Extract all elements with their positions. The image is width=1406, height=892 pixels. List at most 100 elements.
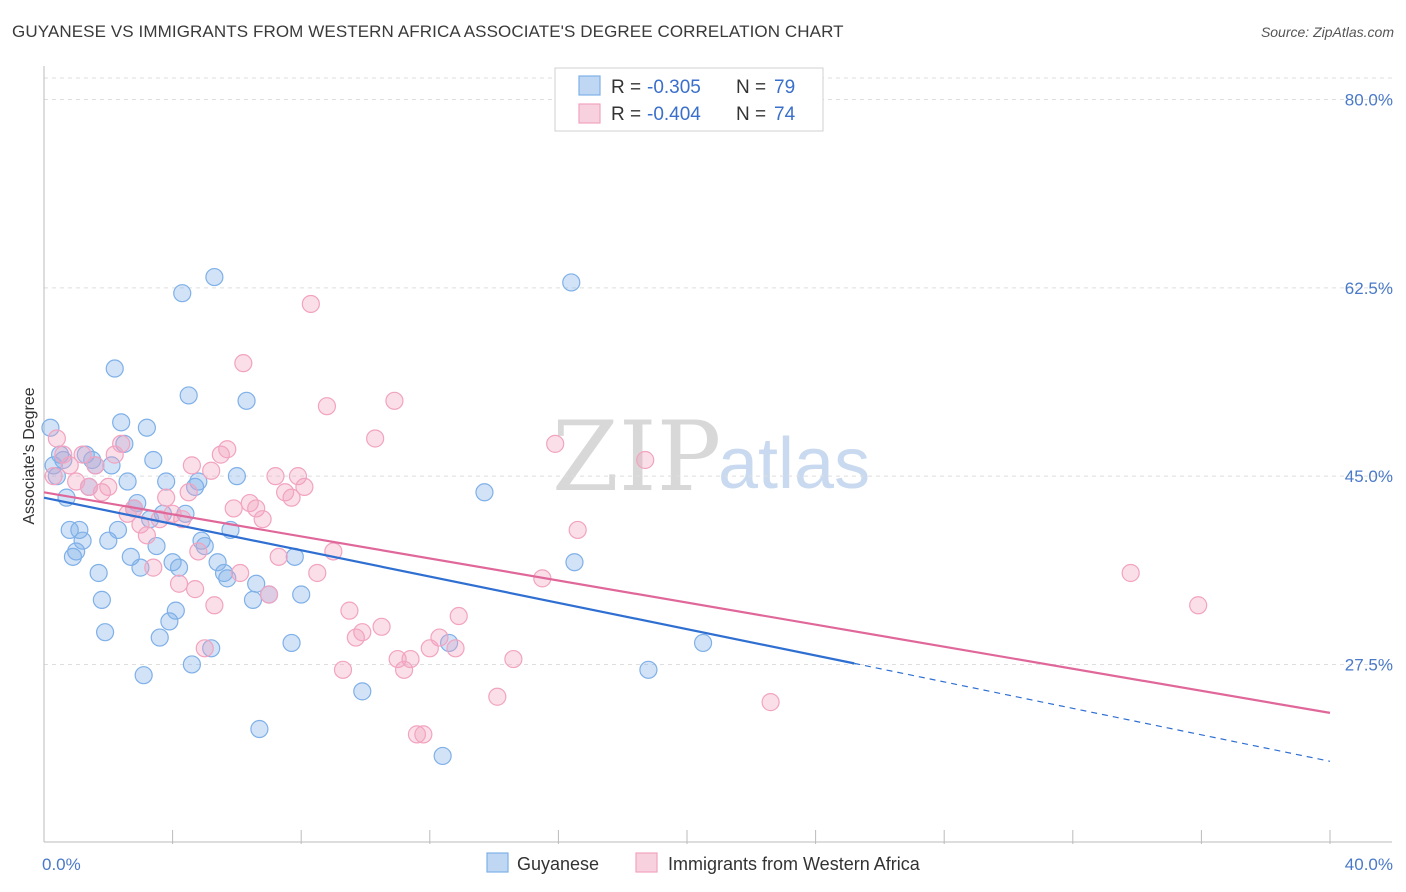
guyanese-point <box>292 585 311 604</box>
western-africa-point <box>137 526 156 545</box>
western-africa-trend-line <box>43 491 1331 714</box>
western-africa-point <box>636 450 655 470</box>
guyanese-point <box>282 633 301 653</box>
legend-swatch-western-africa <box>578 103 601 124</box>
y-tick-label: 45.0% <box>1345 467 1393 486</box>
western-africa-point <box>144 558 163 577</box>
guyanese-point <box>102 456 121 475</box>
x-tick-labels: 0.0% 40.0% <box>42 855 1393 874</box>
western-africa-point <box>259 585 279 604</box>
western-africa-point <box>546 434 565 453</box>
western-africa-point <box>112 434 131 453</box>
guyanese-point <box>565 553 584 572</box>
guyanese-point <box>237 391 256 410</box>
western-africa-point <box>385 391 404 410</box>
guyanese-trend-line <box>43 496 855 665</box>
western-africa-point <box>169 574 189 593</box>
western-africa-point <box>568 520 587 540</box>
guyanese-point <box>144 450 163 470</box>
western-africa-point <box>231 563 250 583</box>
legend-n-label-1: N = <box>736 77 766 98</box>
western-africa-point <box>195 639 214 658</box>
watermark-zip: ZIP <box>552 401 721 513</box>
western-africa-point <box>282 488 301 507</box>
western-africa-point <box>99 477 118 497</box>
x-tick-label: 0.0% <box>42 855 81 874</box>
western-africa-point <box>44 467 63 486</box>
guyanese-point <box>108 520 128 540</box>
western-africa-point <box>86 456 105 475</box>
guyanese-point <box>131 558 150 577</box>
source-label: Source: ZipAtlas.com <box>1260 24 1394 40</box>
western-africa-point <box>202 461 221 480</box>
guyanese-point <box>137 418 156 437</box>
western-africa-point <box>288 467 308 486</box>
guyanese-point <box>89 563 108 583</box>
western-africa-point <box>253 510 272 529</box>
western-africa-point <box>60 456 79 475</box>
guyanese-point <box>67 542 86 561</box>
guyanese-point <box>105 359 124 378</box>
western-africa-point <box>308 563 327 583</box>
western-africa-point <box>224 499 243 518</box>
guyanese-point <box>112 413 131 432</box>
x-tick-label: 40.0% <box>1345 855 1393 874</box>
western-africa-point <box>182 456 201 475</box>
legend-swatch-guyanese <box>578 75 601 96</box>
western-africa-point <box>449 606 468 626</box>
guyanese-point <box>247 574 266 593</box>
guyanese-point <box>83 450 102 470</box>
western-africa-point <box>266 467 285 486</box>
legend-r-label-1: R = <box>611 77 641 98</box>
guyanese-point <box>173 284 192 303</box>
legend-n-label-2: N = <box>736 104 766 125</box>
western-africa-point <box>401 649 420 669</box>
western-africa-point <box>430 628 449 647</box>
guyanese-point <box>208 553 227 572</box>
legend-r-value-guyanese: -0.305 <box>647 77 701 98</box>
guyanese-point <box>70 520 89 540</box>
axes <box>43 66 1392 844</box>
western-africa-point <box>218 440 237 459</box>
western-africa-point <box>47 429 66 448</box>
western-africa-point <box>234 354 253 373</box>
western-africa-point <box>1121 563 1140 583</box>
guyanese-point <box>134 666 153 685</box>
western-africa-point <box>247 499 266 518</box>
western-africa-point <box>317 397 337 416</box>
western-africa-point <box>488 687 507 706</box>
guyanese-point <box>92 590 111 609</box>
guyanese-point <box>250 719 269 739</box>
guyanese-point <box>157 472 176 491</box>
guyanese-point <box>205 267 224 287</box>
western-africa-point <box>157 488 176 507</box>
guyanese-point <box>73 531 92 550</box>
western-africa-point <box>73 445 92 464</box>
y-tick-label: 27.5% <box>1345 655 1393 674</box>
western-africa-point <box>366 429 385 448</box>
guyanese-point <box>95 623 115 642</box>
western-africa-points <box>44 294 1208 744</box>
western-africa-point <box>372 617 391 636</box>
legend-r-value-western-africa: -0.404 <box>647 104 701 125</box>
western-africa-point <box>407 725 427 744</box>
western-africa-point <box>1189 596 1208 615</box>
guyanese-point <box>169 558 189 577</box>
western-africa-point <box>394 660 414 679</box>
legend-n-value-western-africa: 74 <box>774 104 796 125</box>
western-africa-point <box>446 639 465 658</box>
guyanese-point <box>192 531 211 550</box>
guyanese-point <box>166 601 185 620</box>
guyanese-point <box>562 273 581 292</box>
western-africa-point <box>186 580 205 599</box>
y-axis-label: Associate's Degree <box>21 387 38 524</box>
trend-lines <box>43 491 1331 762</box>
western-africa-point <box>189 542 208 561</box>
series-legend: Guyanese Immigrants from Western Africa <box>486 852 921 874</box>
western-africa-point <box>105 445 124 464</box>
guyanese-point <box>214 563 234 583</box>
western-africa-point <box>295 477 314 497</box>
western-africa-point <box>301 294 320 314</box>
chart-title: GUYANESE VS IMMIGRANTS FROM WESTERN AFRI… <box>12 22 844 41</box>
guyanese-point <box>202 639 221 658</box>
